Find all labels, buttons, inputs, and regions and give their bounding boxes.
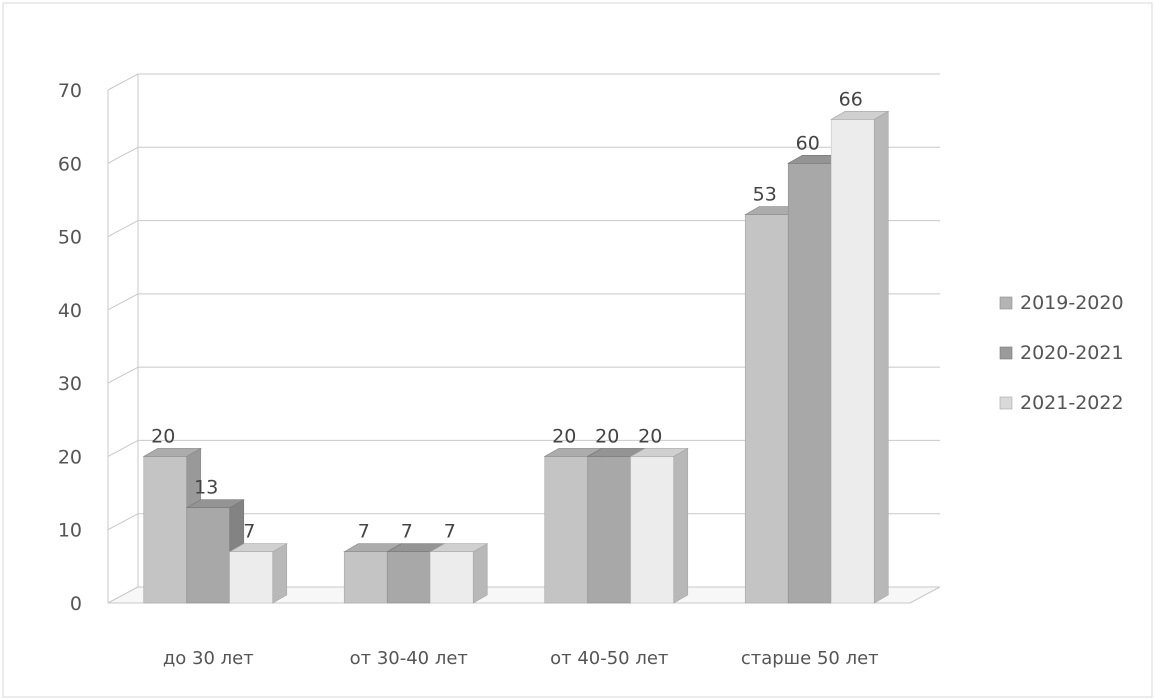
x-tick-label: старше 50 лет xyxy=(741,648,879,669)
y-tick-label: 0 xyxy=(70,593,82,615)
bar xyxy=(186,507,231,604)
data-label: 7 xyxy=(243,521,255,543)
bar xyxy=(229,551,274,604)
y-tick-label: 50 xyxy=(58,227,82,249)
x-tick-label: от 30-40 лет xyxy=(350,648,468,669)
data-label: 7 xyxy=(444,521,456,543)
legend-label: 2019-2020 xyxy=(1020,292,1124,314)
bar-side xyxy=(673,447,689,604)
y-tick-label: 20 xyxy=(58,446,82,468)
y-tick-label: 60 xyxy=(58,153,82,175)
bar xyxy=(744,214,789,604)
bar xyxy=(630,456,675,604)
bar-top xyxy=(830,111,890,120)
bar-top xyxy=(429,543,489,553)
y-tick-label: 70 xyxy=(58,80,82,102)
bar xyxy=(143,456,188,604)
bar xyxy=(429,551,474,604)
bar-side xyxy=(272,543,288,604)
legend-swatch xyxy=(999,396,1013,410)
data-label: 7 xyxy=(358,521,370,543)
data-label: 13 xyxy=(194,477,218,499)
gridline-side xyxy=(107,513,139,531)
bar xyxy=(544,456,589,604)
gridline-side xyxy=(107,73,139,91)
data-label: 66 xyxy=(839,88,863,110)
bar xyxy=(830,119,875,604)
bar-top xyxy=(185,499,245,509)
y-tick-label: 40 xyxy=(58,300,82,322)
data-label: 20 xyxy=(552,425,576,447)
bar xyxy=(587,456,632,604)
legend-swatch xyxy=(999,346,1013,360)
x-tick-label: до 30 лет xyxy=(163,648,254,669)
bar xyxy=(386,551,431,604)
data-label: 7 xyxy=(401,521,413,543)
gridline-side xyxy=(107,439,139,457)
bar-top xyxy=(629,448,689,457)
legend-label: 2021-2022 xyxy=(1020,392,1124,414)
y-tick-label: 30 xyxy=(58,373,82,395)
x-tick-label: от 40-50 лет xyxy=(550,648,668,669)
bar-side xyxy=(873,110,889,604)
bar-side xyxy=(472,543,488,604)
gridline-side xyxy=(107,366,139,384)
bar xyxy=(787,162,832,604)
gridline-side xyxy=(107,293,139,311)
bar-top xyxy=(228,543,288,553)
data-label: 20 xyxy=(151,425,175,447)
legend-swatch xyxy=(999,296,1013,310)
bar-top xyxy=(142,448,202,457)
data-label: 20 xyxy=(638,425,662,447)
bar xyxy=(343,551,388,604)
data-label: 60 xyxy=(796,132,820,154)
y-tick-label: 10 xyxy=(58,520,82,542)
gridline-side xyxy=(107,146,139,164)
gridline-side xyxy=(107,220,139,238)
data-label: 53 xyxy=(753,184,777,206)
data-label: 20 xyxy=(595,425,619,447)
legend-label: 2020-2021 xyxy=(1020,342,1124,364)
